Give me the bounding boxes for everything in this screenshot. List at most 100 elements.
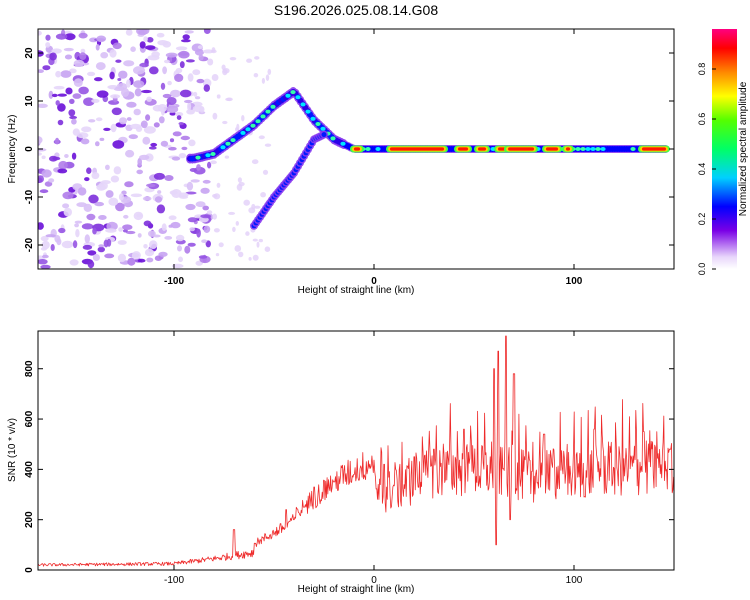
ridge-highlight [195, 155, 201, 160]
noise-blob [115, 202, 125, 212]
noise-blob [156, 32, 165, 38]
noise-blob [264, 246, 271, 252]
noise-blob [126, 117, 132, 121]
noise-blob [40, 247, 48, 251]
noise-blob [45, 42, 51, 48]
y-tick-label: 0 [24, 567, 35, 573]
noise-blob [94, 201, 104, 207]
noise-blob [111, 107, 122, 116]
noise-blob [100, 180, 111, 185]
ridge-highlight [585, 147, 591, 151]
noise-blob [136, 213, 143, 218]
ridge-highlight [240, 130, 246, 135]
noise-blob [123, 60, 135, 67]
noise-blob [94, 77, 103, 82]
noise-blob [185, 203, 196, 211]
noise-blob [58, 227, 66, 234]
noise-blob [248, 207, 256, 214]
noise-blob [260, 192, 266, 198]
y-tick-label: 0 [24, 146, 35, 152]
snr-series [38, 335, 674, 567]
noise-blob [69, 98, 75, 104]
noise-blob [62, 191, 74, 200]
noise-blob [96, 90, 109, 98]
branch-core [321, 132, 327, 138]
noise-blob [48, 90, 54, 99]
noise-blob [200, 214, 212, 219]
noise-blob [218, 242, 224, 248]
noise-blob [143, 29, 150, 34]
noise-blob [112, 42, 122, 50]
noise-blob [64, 33, 76, 41]
noise-blob [206, 210, 213, 215]
noise-blob [170, 221, 181, 229]
noise-blob [164, 59, 170, 64]
noise-blob [196, 78, 205, 84]
y-tick-label: 10 [24, 95, 35, 107]
noise-blob [51, 48, 62, 54]
noise-blob [238, 182, 245, 187]
peak-core [546, 147, 558, 151]
noise-blob [49, 52, 57, 61]
noise-blob [73, 59, 85, 67]
noise-blob [105, 190, 114, 198]
noise-blob [187, 102, 192, 111]
colorbar-tick-label: 0.6 [697, 113, 707, 126]
noise-blob [180, 89, 192, 98]
noise-blob [198, 54, 204, 61]
snr-axes: -100 0 100 0 200 400 600 800 [24, 331, 674, 586]
noise-blob [38, 136, 43, 144]
noise-blob [160, 107, 165, 116]
noise-blob [168, 215, 177, 220]
noise-blob [58, 160, 68, 170]
noise-blob [76, 132, 89, 139]
ridge-highlight [300, 102, 306, 107]
noise-blob [69, 115, 77, 120]
noise-blob [188, 139, 196, 147]
noise-blob [143, 220, 152, 227]
noise-blob [187, 73, 194, 82]
noise-blob [160, 140, 169, 147]
ridge-highlight [210, 152, 216, 156]
noise-blob [177, 245, 182, 252]
noise-blob [118, 193, 124, 201]
y-tick-label: 20 [24, 47, 35, 59]
ridge-highlight [590, 147, 596, 151]
noise-blob [143, 36, 148, 42]
noise-blob [74, 220, 83, 224]
noise-blob [144, 248, 155, 257]
noise-blob [78, 86, 89, 95]
noise-blob [65, 87, 73, 95]
noise-blob [115, 59, 122, 63]
noise-blob [121, 87, 130, 97]
noise-blob [151, 51, 160, 58]
noise-blob [75, 229, 80, 238]
noise-blob [78, 32, 88, 39]
noise-blob [180, 135, 190, 141]
noise-blob [103, 127, 111, 131]
noise-blob [187, 217, 198, 223]
noise-blob [156, 204, 166, 214]
noise-blob [122, 229, 128, 233]
ridge-highlight [595, 147, 601, 151]
noise-blob [253, 73, 259, 78]
noise-blob [182, 34, 190, 40]
noise-blob [72, 93, 82, 99]
noise-blob [161, 223, 167, 231]
noise-blob [97, 246, 106, 253]
noise-blob [45, 34, 51, 41]
noise-blob [133, 66, 145, 75]
ridge-highlight [320, 126, 326, 131]
ridge-highlight [315, 122, 321, 126]
noise-blob [198, 255, 208, 259]
noise-blob [71, 118, 77, 125]
noise-blob [134, 88, 142, 97]
noise-blob [55, 70, 62, 78]
noise-blob [137, 157, 142, 167]
ridge-highlight [250, 123, 256, 128]
ridge-highlight [260, 114, 266, 119]
noise-blob [68, 109, 76, 117]
x-tick-label: 100 [566, 276, 583, 287]
ridge-highlight [575, 147, 581, 151]
